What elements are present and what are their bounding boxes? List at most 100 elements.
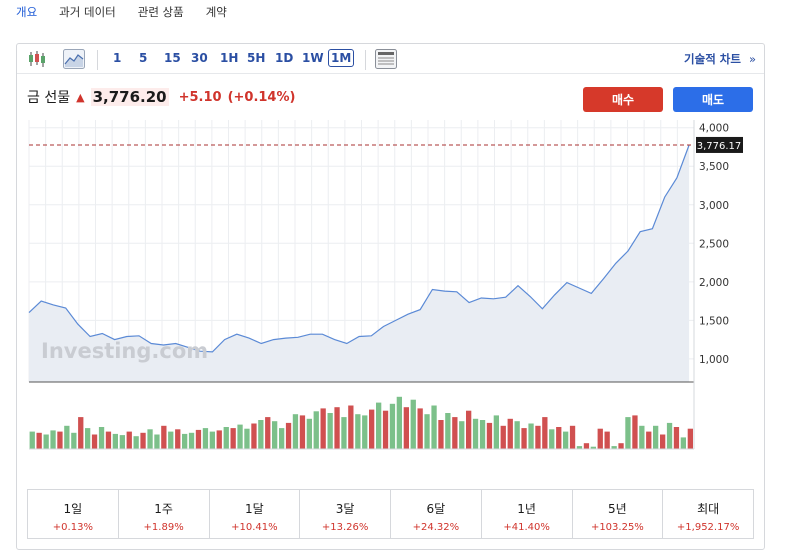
last-price-tag — [696, 136, 743, 153]
volume-bar — [216, 430, 222, 449]
volume-bar — [479, 420, 486, 449]
y-tick-label: 1,000 — [699, 354, 729, 366]
volume-bar — [258, 420, 264, 449]
performance-value: +41.40% — [503, 522, 550, 533]
tab-historical-data[interactable]: 과거 데이터 — [59, 5, 116, 19]
volume-bar — [223, 427, 229, 449]
performance-period: 1주 — [154, 502, 173, 516]
instrument-name: 금 선물 — [27, 90, 71, 106]
volume-bar — [188, 432, 195, 449]
timeframe-5h[interactable]: 5H — [247, 51, 266, 65]
area-chart-icon[interactable] — [63, 49, 85, 73]
volume-bar — [320, 408, 326, 449]
volume-bar — [500, 425, 506, 449]
volume-bar — [279, 428, 285, 449]
volume-bar — [535, 425, 541, 449]
performance-period: 6달 — [426, 502, 446, 516]
performance-value: +0.13% — [52, 522, 93, 533]
volume-bar — [272, 421, 278, 449]
volume-bar — [50, 430, 56, 449]
candlestick-icon[interactable] — [27, 49, 47, 73]
volume-bar — [576, 446, 583, 449]
buy-button[interactable]: 매수 — [583, 87, 663, 112]
volume-bar — [126, 431, 132, 449]
timeframe-5[interactable]: 5 — [139, 51, 148, 65]
price-chart[interactable]: 4,000 3,500 3,000 2,500 2,000 1,500 1,000 Inves… — [17, 118, 764, 453]
volume-bar — [486, 422, 493, 449]
volume-bar — [154, 434, 160, 449]
volume-bar — [98, 427, 105, 449]
volume-bar — [639, 425, 645, 449]
volume-bar — [348, 405, 354, 449]
volume-bar — [237, 424, 243, 449]
volume-bar — [618, 443, 624, 449]
y-tick-label: 3,000 — [699, 200, 729, 212]
tab-overview[interactable]: 개요 — [16, 5, 38, 19]
volume-bar — [43, 434, 49, 449]
timeframe-1[interactable]: 1 — [113, 51, 122, 65]
volume-bar — [528, 423, 534, 449]
volume-bar — [341, 417, 347, 449]
performance-value: +103.25% — [590, 522, 644, 533]
volume-bar — [299, 415, 306, 449]
performance-cell[interactable]: 6달 +24.32% — [391, 490, 482, 538]
timeframe-1h[interactable]: 1H — [220, 51, 239, 65]
volume-bar — [403, 407, 409, 449]
volume-bar — [493, 415, 499, 449]
volume-bar — [549, 429, 555, 449]
tab-contracts[interactable]: 계약 — [205, 5, 227, 19]
volume-bar — [119, 435, 125, 449]
performance-cell[interactable]: 최대 +1,952.17% — [663, 490, 753, 538]
timeframe-1d[interactable]: 1D — [275, 51, 294, 65]
tab-related[interactable]: 관련 상품 — [137, 5, 184, 19]
volume-bar — [285, 422, 292, 449]
volume-bar — [687, 428, 693, 449]
price-change-percent: (+0.14%) — [227, 89, 296, 105]
volume-bar — [452, 417, 458, 449]
volume-bar — [334, 407, 340, 449]
volume-bar — [417, 408, 423, 449]
performance-cell[interactable]: 3달 +13.26% — [300, 490, 391, 538]
top-tabs: 개요 과거 데이터 관련 상품 계약 — [16, 4, 227, 20]
table-icon[interactable] — [375, 49, 397, 73]
last-price-tag-label: 3,776.17 — [697, 141, 742, 152]
volume-bar — [514, 421, 520, 449]
volume-bar — [382, 410, 389, 449]
volume-bar — [445, 413, 451, 449]
performance-cell[interactable]: 5년 +103.25% — [573, 490, 664, 538]
volume-bar — [438, 420, 444, 449]
volume-bar — [396, 396, 402, 449]
technical-chart-link[interactable]: 기술적 차트 » — [684, 51, 756, 67]
sell-button[interactable]: 매도 — [673, 87, 753, 112]
performance-period: 3달 — [335, 502, 355, 516]
volume-bar — [78, 417, 84, 449]
double-chevron-right-icon: » — [748, 52, 756, 66]
performance-cell[interactable]: 1주 +1.89% — [119, 490, 210, 538]
volume-bar — [542, 417, 548, 449]
timeframe-1w[interactable]: 1W — [302, 51, 324, 65]
timeframe-30[interactable]: 30 — [191, 51, 208, 65]
volume-bar — [251, 423, 257, 449]
performance-cell[interactable]: 1년 +41.40% — [482, 490, 573, 538]
volume-bar — [459, 421, 465, 449]
volume-bar — [36, 432, 42, 449]
timeframe-1m[interactable]: 1M — [328, 49, 355, 67]
volume-bar — [64, 425, 70, 449]
volume-bar — [389, 403, 396, 449]
volume-bar — [611, 446, 617, 449]
volume-bar — [466, 410, 472, 449]
performance-table: 1일 +0.13% 1주 +1.89% 1달 +10.41% 3달 +13.26% 6달 +24.… — [27, 489, 754, 539]
volume-bar — [673, 427, 680, 449]
volume-bar — [230, 428, 236, 449]
performance-cell[interactable]: 1달 +10.41% — [210, 490, 301, 538]
performance-cell[interactable]: 1일 +0.13% — [28, 490, 119, 538]
timeframe-15[interactable]: 15 — [164, 51, 181, 65]
volume-bar — [583, 443, 590, 449]
y-tick-label: 2,500 — [699, 238, 729, 250]
volume-bar — [410, 399, 416, 449]
volume-bar — [507, 418, 513, 449]
volume-bar — [327, 413, 333, 449]
volume-bar — [91, 434, 98, 449]
performance-period: 최대 — [697, 502, 720, 516]
y-tick-label: 2,000 — [699, 277, 729, 289]
